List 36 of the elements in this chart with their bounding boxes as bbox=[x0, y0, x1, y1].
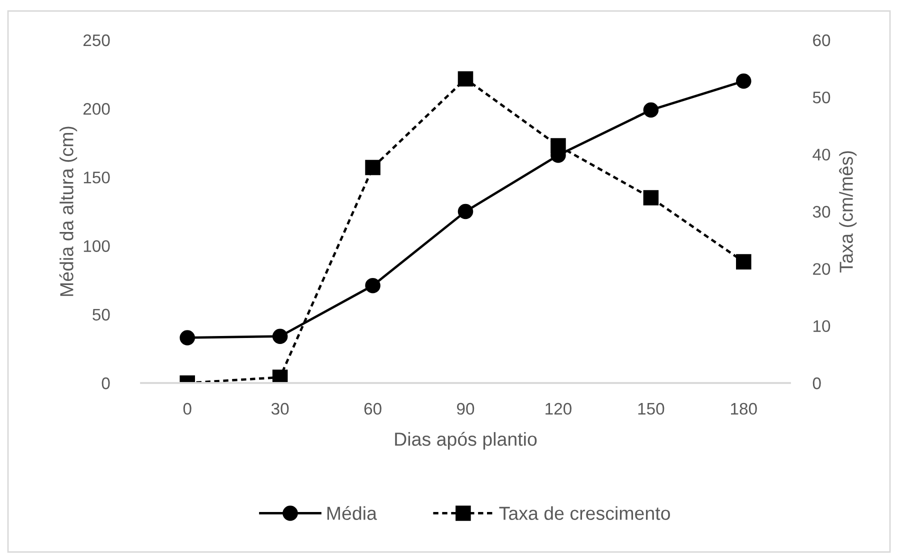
point bbox=[272, 328, 288, 344]
point bbox=[272, 370, 288, 383]
legend-label: Taxa de crescimento bbox=[499, 506, 670, 520]
y2-tick-label: 40 bbox=[812, 148, 830, 161]
y2-tick-label: 10 bbox=[813, 320, 830, 332]
y-tick-label: 250 bbox=[83, 34, 110, 46]
x-tick-label: 180 bbox=[731, 402, 757, 415]
legend-label: Média bbox=[327, 506, 377, 520]
y-tick-label: 0 bbox=[102, 377, 110, 390]
point bbox=[736, 74, 752, 89]
y-tick-label: 150 bbox=[84, 172, 110, 184]
y2-tick-label: 30 bbox=[812, 206, 830, 218]
point bbox=[365, 278, 380, 294]
y-tick-label: 200 bbox=[83, 103, 110, 115]
y-axis-title: Média da altura (cm) bbox=[59, 126, 78, 296]
y2-tick-label: 20 bbox=[813, 263, 830, 275]
y2-tick-label: 0 bbox=[812, 377, 821, 390]
y2-axis-title: Taxa (cm/mês) bbox=[839, 151, 857, 273]
point bbox=[643, 190, 659, 206]
point bbox=[458, 204, 474, 220]
y-tick-label: 50 bbox=[92, 308, 110, 321]
y2-tick-label: 50 bbox=[812, 92, 830, 104]
x-tick-label: 30 bbox=[271, 402, 289, 415]
x-tick-label: 90 bbox=[457, 402, 474, 415]
point bbox=[180, 330, 195, 346]
x-tick-label: 150 bbox=[638, 402, 664, 415]
y-tick-label: 100 bbox=[84, 240, 110, 252]
point bbox=[365, 160, 380, 176]
x-tick-label: 120 bbox=[546, 402, 572, 415]
point bbox=[643, 102, 659, 118]
x-axis-title: Dias após plantio bbox=[395, 432, 537, 450]
point bbox=[736, 254, 752, 270]
x-tick-label: 0 bbox=[183, 402, 192, 415]
point bbox=[458, 71, 474, 87]
x-tick-label: 60 bbox=[364, 402, 382, 415]
y2-tick-label: 60 bbox=[813, 34, 830, 46]
